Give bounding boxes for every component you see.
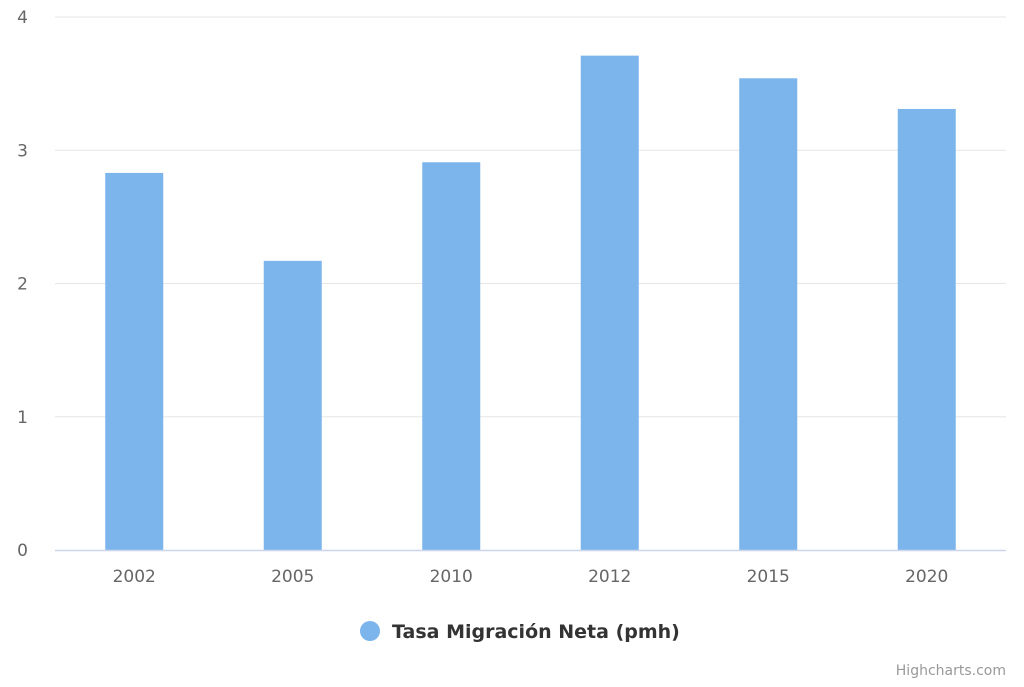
legend[interactable]: Tasa Migración Neta (pmh) — [360, 621, 680, 643]
y-tick-label: 0 — [17, 541, 28, 561]
legend-item-label[interactable]: Tasa Migración Neta (pmh) — [392, 621, 680, 643]
x-tick-label: 2015 — [747, 567, 790, 587]
bar[interactable] — [105, 172, 164, 550]
x-tick-label: 2010 — [430, 567, 473, 587]
bar[interactable] — [580, 55, 639, 551]
bar[interactable] — [263, 260, 322, 550]
y-axis-tick-labels: 0 1 2 3 4 — [17, 8, 28, 561]
x-tick-label: 2002 — [113, 567, 156, 587]
gridlines — [55, 16, 1006, 418]
bar[interactable] — [422, 162, 481, 550]
x-tick-label: 2005 — [271, 567, 314, 587]
x-tick-label: 2012 — [588, 567, 631, 587]
bar[interactable] — [897, 108, 956, 550]
legend-symbol-icon[interactable] — [360, 621, 380, 641]
y-tick-label: 1 — [17, 408, 28, 428]
bar[interactable] — [739, 78, 798, 551]
x-axis-tick-labels: 2002 2005 2010 2012 2015 2020 — [113, 567, 949, 587]
credits-link[interactable]: Highcharts.com — [896, 663, 1006, 679]
y-tick-label: 2 — [17, 275, 28, 295]
y-tick-label: 3 — [17, 141, 28, 161]
y-tick-label: 4 — [17, 8, 28, 28]
x-tick-label: 2020 — [905, 567, 948, 587]
bars — [105, 55, 956, 551]
